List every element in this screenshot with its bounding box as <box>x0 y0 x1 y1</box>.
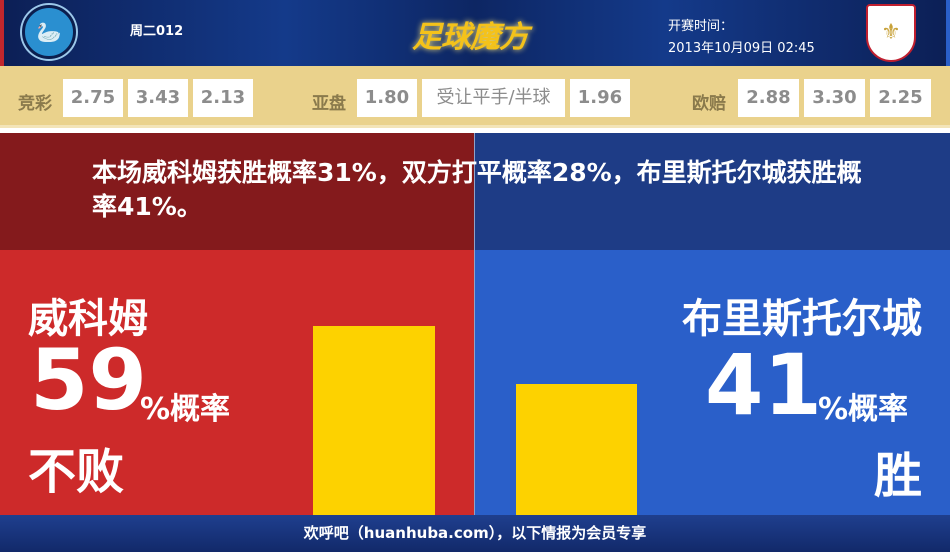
away-outcome: 胜 <box>873 448 922 504</box>
kickoff-label: 开赛时间： <box>668 19 734 34</box>
summary-bg-away <box>475 133 950 250</box>
asian-home-odds: 1.80 <box>357 79 417 117</box>
jingcai-away-odds: 2.13 <box>193 79 253 117</box>
away-team-name: 布里斯托尔城 <box>682 296 922 342</box>
european-draw-odds: 3.30 <box>804 79 865 117</box>
away-percent: 41 <box>705 336 822 434</box>
home-probability-bar <box>313 326 435 515</box>
home-team-logo: 🦢 <box>22 5 76 59</box>
home-percent-suffix: %概率 <box>140 392 231 427</box>
home-outcome: 不败 <box>28 444 125 500</box>
match-code: 周二012 <box>130 24 184 39</box>
jingcai-draw-odds: 3.43 <box>128 79 188 117</box>
prediction-summary: 本场威科姆获胜概率31%，双方打平概率28%，布里斯托尔城获胜概率41%。 <box>92 158 862 221</box>
footer-banner[interactable]: 欢呼吧（huanhuba.com），以下情报为会员专享 <box>0 515 950 552</box>
header <box>0 0 950 66</box>
jingcai-label: 竞彩 <box>18 94 52 114</box>
asian-handicap: 受让平手/半球 <box>422 79 565 117</box>
kickoff-time: 2013年10月09日 02:45 <box>668 41 815 56</box>
european-label: 欧赔 <box>692 94 726 114</box>
european-home-odds: 2.88 <box>738 79 799 117</box>
home-percent: 59 <box>30 331 147 429</box>
asian-away-odds: 1.96 <box>570 79 630 117</box>
away-probability-bar <box>516 384 637 515</box>
away-percent-suffix: %概率 <box>818 392 909 427</box>
away-team-logo: ⚜ <box>866 4 916 62</box>
brand-logo: 足球魔方 <box>412 20 529 55</box>
european-away-odds: 2.25 <box>870 79 931 117</box>
summary-bg-home <box>0 133 474 250</box>
home-team-name: 威科姆 <box>28 296 148 342</box>
asian-label: 亚盘 <box>312 94 346 114</box>
jingcai-home-odds: 2.75 <box>63 79 123 117</box>
divider <box>474 133 475 515</box>
